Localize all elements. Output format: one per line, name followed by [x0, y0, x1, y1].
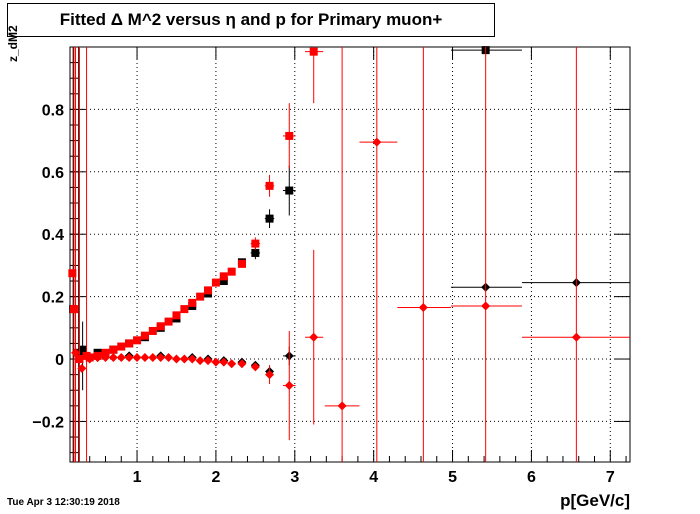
square-marker: [117, 342, 126, 351]
chart-title: Fitted Δ M^2 versus η and p for Primary …: [7, 3, 495, 37]
diamond-marker: [93, 352, 103, 362]
square-marker: [204, 286, 213, 295]
square-marker: [265, 181, 274, 190]
square-marker: [188, 298, 197, 307]
diamond-marker: [265, 370, 275, 380]
diamond-marker: [108, 352, 118, 362]
diamond-marker: [309, 332, 319, 342]
diamond-marker: [284, 381, 294, 391]
x-tick-label: 1: [133, 469, 142, 486]
diamond-marker: [571, 332, 581, 342]
y-tick-label: 0.2: [42, 290, 64, 307]
diamond-marker: [171, 354, 181, 364]
diamond-marker: [77, 363, 87, 373]
square-marker: [101, 348, 110, 357]
diamond-marker: [203, 356, 213, 366]
diamond-marker: [219, 357, 229, 367]
diamond-marker: [372, 137, 382, 147]
square-marker: [109, 345, 118, 354]
x-tick-label: 4: [369, 469, 378, 486]
diamond-marker: [164, 352, 174, 362]
diamond-marker: [227, 359, 237, 369]
square-marker: [219, 277, 228, 286]
square-marker: [180, 305, 189, 314]
square-marker: [265, 214, 274, 223]
timestamp: Tue Apr 3 12:30:19 2018: [7, 497, 120, 508]
x-tick-label: 5: [448, 469, 457, 486]
square-marker: [196, 292, 205, 301]
y-axis-label: z_dM2: [6, 25, 20, 62]
diamond-marker: [156, 352, 166, 362]
square-marker: [156, 322, 165, 331]
diamond-marker: [100, 352, 110, 362]
square-marker: [125, 339, 134, 348]
diamond-marker: [179, 354, 189, 364]
square-marker: [78, 345, 87, 354]
square-marker: [69, 305, 78, 314]
diamond-marker: [250, 362, 260, 372]
square-marker: [68, 269, 77, 278]
square-marker: [227, 267, 236, 276]
grid-lines: [70, 47, 630, 462]
diamond-marker: [132, 352, 142, 362]
square-marker: [75, 355, 84, 364]
square-marker: [172, 311, 181, 320]
diamond-marker: [418, 303, 428, 313]
y-tick-label: 0.4: [42, 227, 64, 244]
square-marker: [309, 47, 318, 56]
square-marker: [133, 336, 142, 345]
square-marker: [237, 259, 246, 268]
x-tick-label: 6: [527, 469, 536, 486]
square-marker: [140, 331, 149, 340]
diamond-marker: [148, 352, 158, 362]
y-tick-label: 0.6: [42, 165, 64, 182]
diamond-marker: [187, 354, 197, 364]
square-marker: [148, 326, 157, 335]
x-axis-label: p[GeV/c]: [560, 491, 630, 510]
diamond-marker: [195, 356, 205, 366]
diamond-marker: [337, 401, 347, 411]
diamond-marker: [71, 348, 81, 358]
square-marker: [285, 186, 294, 195]
x-tick-label: 7: [606, 469, 615, 486]
square-marker: [285, 131, 294, 140]
diamond-marker: [211, 357, 221, 367]
diamond-marker: [116, 352, 126, 362]
y-tick-label: 0.8: [42, 102, 64, 119]
diamond-marker: [140, 352, 150, 362]
diamond-marker: [237, 359, 247, 369]
square-marker: [164, 317, 173, 326]
y-tick-label: −0.2: [32, 414, 64, 431]
square-marker: [211, 278, 220, 287]
y-tick-label: 0: [55, 352, 64, 369]
diamond-marker: [124, 352, 134, 362]
x-tick-label: 3: [290, 469, 299, 486]
data-marks: [68, 46, 630, 462]
diamond-marker: [85, 354, 95, 364]
x-tick-label: 2: [211, 469, 220, 486]
plot-frame: [69, 46, 631, 463]
diamond-marker: [481, 301, 491, 311]
axis-ticks: 1 2 3 4 5 6 7 −0.2 0 0.2 0.4 0.6 0.8: [32, 47, 630, 486]
square-marker: [251, 239, 260, 248]
square-marker: [251, 248, 260, 257]
square-marker: [219, 272, 228, 281]
